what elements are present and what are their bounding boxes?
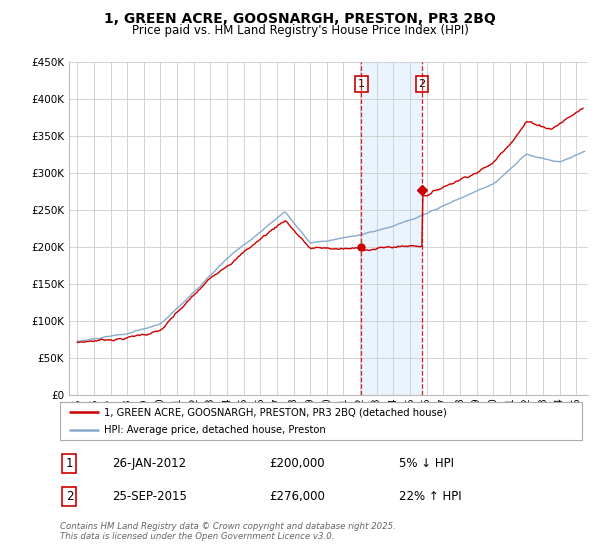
Text: 1, GREEN ACRE, GOOSNARGH, PRESTON, PR3 2BQ: 1, GREEN ACRE, GOOSNARGH, PRESTON, PR3 2… [104, 12, 496, 26]
Text: 2: 2 [419, 79, 426, 89]
Bar [361, 62, 422, 395]
Text: £276,000: £276,000 [269, 490, 325, 503]
Text: 25-SEP-2015: 25-SEP-2015 [112, 490, 187, 503]
Text: 1, GREEN ACRE, GOOSNARGH, PRESTON, PR3 2BQ (detached house): 1, GREEN ACRE, GOOSNARGH, PRESTON, PR3 2… [104, 407, 447, 417]
Text: HPI: Average price, detached house, Preston: HPI: Average price, detached house, Pres… [104, 424, 326, 435]
Text: £200,000: £200,000 [269, 457, 325, 470]
Text: Price paid vs. HM Land Registry's House Price Index (HPI): Price paid vs. HM Land Registry's House … [131, 24, 469, 36]
Text: 5% ↓ HPI: 5% ↓ HPI [400, 457, 454, 470]
Text: 1: 1 [65, 457, 73, 470]
Text: 2: 2 [65, 490, 73, 503]
Text: 22% ↑ HPI: 22% ↑ HPI [400, 490, 462, 503]
Text: 26-JAN-2012: 26-JAN-2012 [112, 457, 187, 470]
Text: 1: 1 [358, 79, 365, 89]
Text: Contains HM Land Registry data © Crown copyright and database right 2025.
This d: Contains HM Land Registry data © Crown c… [60, 522, 396, 542]
